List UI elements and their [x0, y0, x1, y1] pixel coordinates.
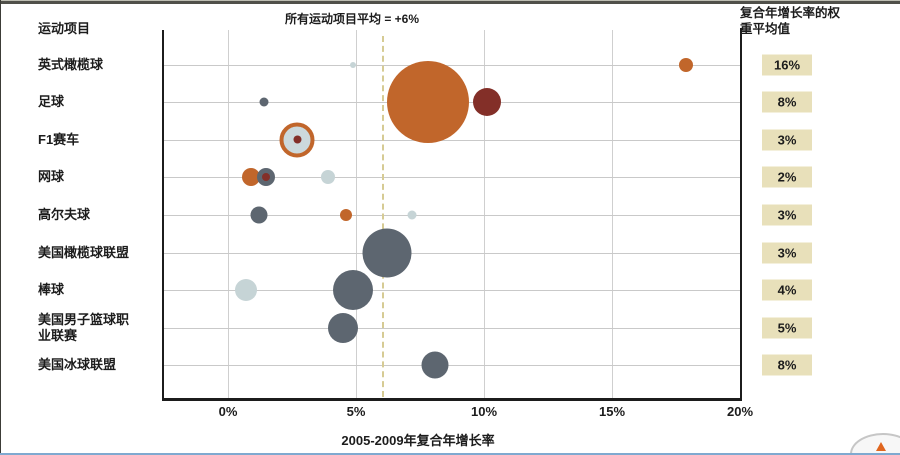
- gridline-vertical: [356, 30, 357, 399]
- category-label: 美国橄榄球联盟: [38, 244, 130, 260]
- x-tick-label: 5%: [346, 404, 366, 419]
- x-tick-label: 20%: [726, 404, 754, 419]
- y-axis-header: 运动项目: [38, 21, 91, 36]
- weighted-avg-badge: 2%: [762, 166, 812, 188]
- corner-logo: [850, 433, 900, 455]
- bubble: [350, 61, 357, 68]
- weighted-avg-badge: 3%: [762, 204, 812, 226]
- bubble: [259, 97, 269, 107]
- gridline-vertical: [612, 30, 613, 399]
- top-border: [0, 0, 900, 4]
- gridline-vertical: [484, 30, 485, 399]
- bottom-accent-line: [0, 453, 900, 455]
- bubble: [333, 270, 374, 311]
- bubble: [421, 351, 449, 379]
- bubble: [386, 61, 469, 144]
- category-label: 美国冰球联盟: [38, 357, 117, 373]
- gridline-horizontal: [162, 290, 741, 292]
- category-label: 高尔夫球: [38, 206, 91, 222]
- x-axis-title: 2005-2009年复合年增长率: [341, 433, 495, 448]
- bubble-center-dot: [293, 135, 302, 144]
- bubble: [242, 168, 261, 187]
- bubble: [250, 206, 268, 224]
- gridline-horizontal: [162, 327, 741, 329]
- weighted-avg-badge: 3%: [762, 129, 812, 151]
- category-label: F1赛车: [38, 131, 80, 147]
- bubble: [279, 122, 315, 158]
- bubble: [234, 279, 257, 302]
- category-label: 网球: [38, 169, 65, 185]
- x-tick-label: 15%: [598, 404, 626, 419]
- bubble: [679, 57, 694, 72]
- gridline-horizontal: [162, 177, 741, 179]
- average-dashed-line: [381, 36, 384, 397]
- plot-bottom-border: [162, 398, 742, 401]
- bubble: [328, 312, 359, 343]
- weighted-avg-badge: 16%: [762, 54, 812, 75]
- bubble: [472, 88, 501, 117]
- bubble-center-dot: [262, 173, 271, 182]
- x-tick-label: 10%: [470, 404, 498, 419]
- bubble: [320, 170, 335, 185]
- gridline-horizontal: [162, 214, 741, 216]
- weighted-avg-badge: 8%: [762, 91, 812, 113]
- bubble: [339, 208, 352, 221]
- x-tick-label: 0%: [218, 404, 238, 419]
- left-edge-line: [0, 0, 1, 455]
- logo-arrow-icon: [876, 442, 886, 451]
- category-label: 棒球: [38, 282, 65, 298]
- gridline-horizontal: [162, 365, 741, 367]
- category-label: 美国男子篮球职业联赛: [38, 311, 130, 343]
- plot-right-border: [740, 28, 742, 399]
- gridline-horizontal: [162, 252, 741, 254]
- weighted-avg-badge: 3%: [762, 242, 812, 263]
- weighted-avg-badge: 5%: [762, 317, 812, 339]
- average-line-label: 所有运动项目平均 = +6%: [284, 12, 420, 26]
- gridline-horizontal: [162, 64, 741, 66]
- right-column-header: 复合年增长率的权重平均值: [740, 6, 841, 36]
- gridline-vertical: [228, 30, 229, 399]
- weighted-avg-badge: 4%: [762, 279, 812, 301]
- weighted-avg-badge: 8%: [762, 354, 812, 376]
- gridline-horizontal: [162, 139, 741, 141]
- bubble: [407, 210, 417, 220]
- bubble: [362, 228, 412, 277]
- plot-left-border: [162, 30, 164, 399]
- bubble: [257, 168, 276, 187]
- category-label: 英式橄榄球: [38, 56, 104, 72]
- category-label: 足球: [38, 94, 65, 110]
